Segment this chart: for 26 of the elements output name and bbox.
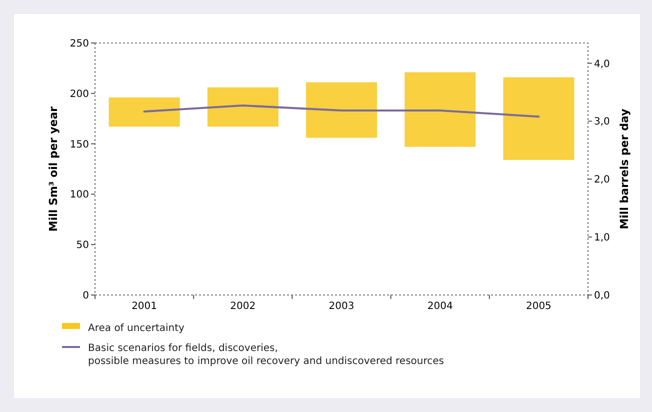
y-axis-title: Mill Sm³ oil per year [47,106,60,232]
bar [108,97,180,127]
y2-tick-label: 3,0 [594,116,610,128]
bar [503,77,574,160]
legend-label: Basic scenarios for fields, discoveries, possible measures to improve oil recovery and undiscovered resources [88,343,444,367]
y-tick-label: 200 [70,88,89,100]
y-tick-label: 50 [76,240,89,252]
y-tick-label: 100 [70,190,89,201]
line-series [143,104,540,118]
y2-tick-label: 0,0 [594,290,610,302]
bar [207,87,278,127]
x-tick-label: 2003 [328,301,354,312]
x-tick-label: 2005 [526,301,552,312]
y-tick-label: 250 [70,38,89,50]
y2-tick-label: 1,0 [594,232,610,244]
y-tick-label: 0 [82,290,89,302]
x-tick-label: 2001 [132,301,158,312]
y2-tick-label: 4,0 [594,58,610,70]
y2-tick-label: 2,0 [594,174,610,186]
bar [306,82,377,138]
x-tick-label: 2002 [230,301,256,312]
y2-axis-title: Mill barrels per day [618,108,631,230]
x-tick-label: 2004 [427,301,453,312]
y-tick-label: 150 [70,139,89,150]
legend-label: Area of uncertainty [88,323,185,334]
bar [404,72,476,147]
